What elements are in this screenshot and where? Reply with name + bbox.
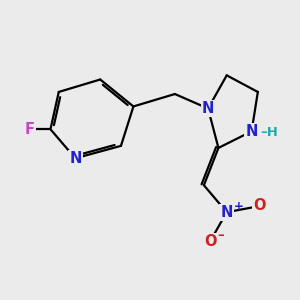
Text: N: N <box>202 101 214 116</box>
Text: N: N <box>69 151 82 166</box>
Text: +: + <box>234 200 244 213</box>
Text: –H: –H <box>261 126 279 139</box>
Text: N: N <box>245 124 258 139</box>
Text: N: N <box>220 205 233 220</box>
Text: O: O <box>204 234 216 249</box>
Text: O: O <box>254 199 266 214</box>
Text: –: – <box>218 229 224 242</box>
Text: F: F <box>25 122 35 137</box>
